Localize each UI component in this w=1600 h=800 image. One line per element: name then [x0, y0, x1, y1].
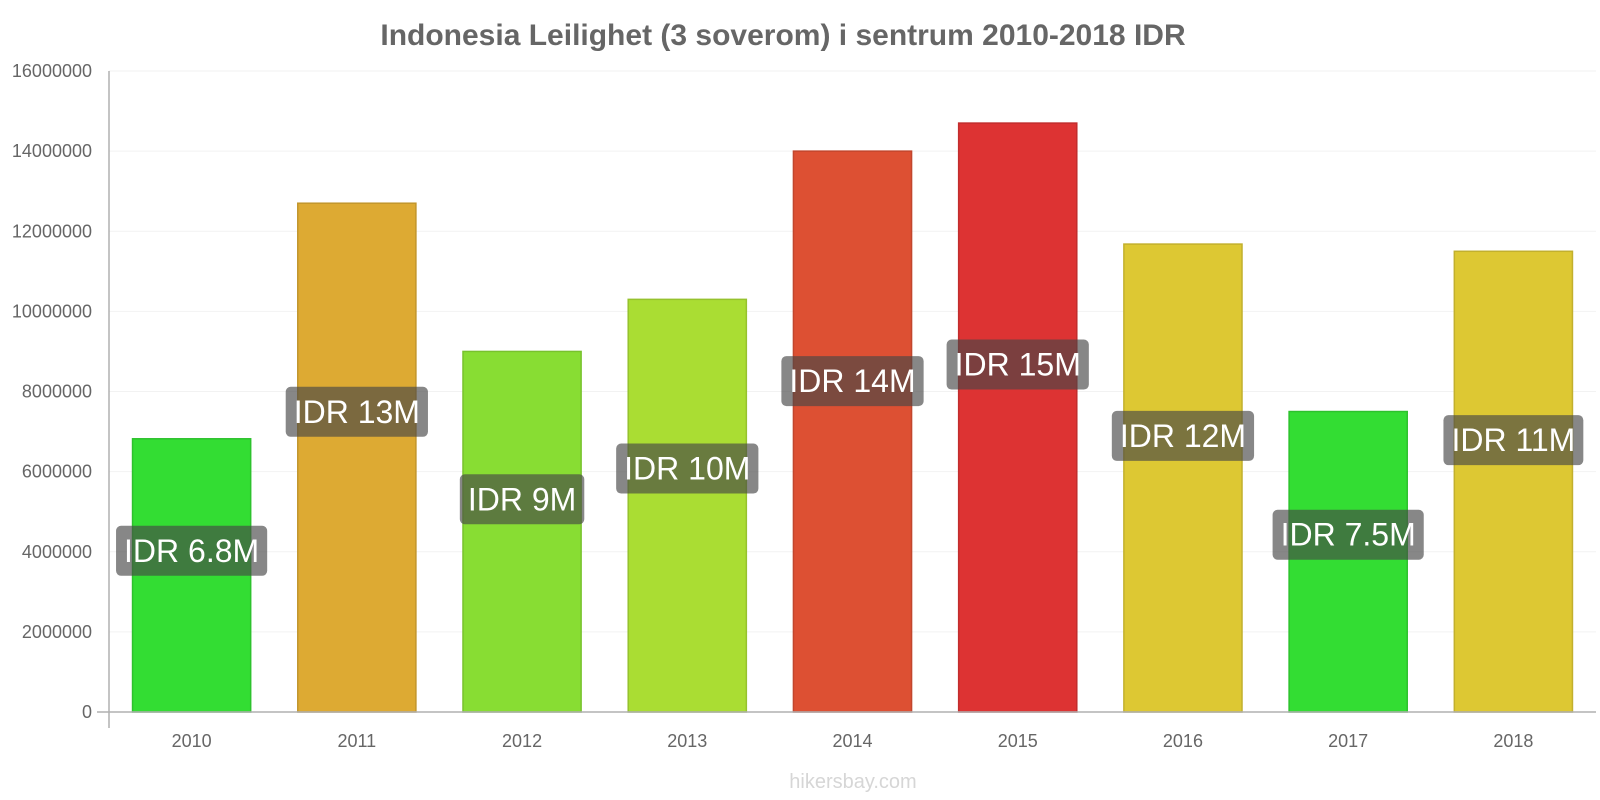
data-label-box: [946, 339, 1089, 390]
data-label-text: IDR 10M: [624, 451, 750, 487]
y-tick-label: 10000000: [12, 301, 92, 321]
data-labels: IDR 6.8M IDR 13M IDR 9M IDR 10M IDR 14M IDR 1…: [116, 339, 1584, 576]
data-label-box: [616, 443, 759, 494]
data-label-text: IDR 6.8M: [124, 533, 259, 569]
data-label-2017: IDR 7.5M: [1272, 509, 1424, 560]
watermark: hikersbay.com: [789, 771, 916, 793]
bar-2018: [1453, 250, 1574, 713]
y-tick-label: 12000000: [12, 221, 92, 241]
data-label-2015: IDR 15M: [946, 339, 1089, 390]
y-tick-label: 14000000: [12, 141, 92, 161]
x-tick-label: 2016: [1163, 731, 1203, 751]
data-label-box: [1272, 509, 1424, 560]
x-tick-label: 2012: [502, 731, 542, 751]
x-axis-ticks: 2010 2011 2012 2013 2014 2015 2016 2017 2018: [172, 731, 1534, 751]
data-label-text: IDR 7.5M: [1281, 517, 1416, 553]
data-label-text: IDR 11M: [1451, 422, 1575, 458]
data-label-2014: IDR 14M: [781, 356, 924, 407]
data-label-box: [781, 356, 924, 407]
x-tick-label: 2014: [832, 731, 872, 751]
data-label-text: IDR 12M: [1120, 418, 1246, 454]
data-label-text: IDR 13M: [294, 394, 420, 430]
y-tick-label: 0: [82, 702, 92, 722]
data-label-2013: IDR 10M: [616, 443, 759, 494]
y-tick-label: 16000000: [12, 61, 92, 81]
bar-2017: [1288, 410, 1408, 713]
data-label-box: [1111, 410, 1255, 461]
bar-2012: [462, 350, 582, 713]
bar-2011: [297, 202, 417, 713]
bar-2016: [1123, 243, 1243, 713]
x-tick-label: 2017: [1328, 731, 1368, 751]
y-tick-label: 2000000: [22, 622, 92, 642]
x-tick-label: 2018: [1493, 731, 1533, 751]
y-tick-label: 6000000: [22, 462, 92, 482]
bar-2015: [957, 122, 1078, 713]
bar-2014: [792, 150, 913, 713]
data-label-2018: IDR 11M: [1443, 415, 1584, 466]
data-label-box: [1443, 415, 1584, 466]
bar-2013: [627, 298, 748, 713]
x-tick-label: 2015: [998, 731, 1038, 751]
data-label-text: IDR 14M: [789, 363, 915, 399]
bars: [131, 122, 1574, 713]
data-label-2011: IDR 13M: [285, 386, 428, 437]
x-tick-label: 2010: [172, 731, 212, 751]
y-tick-label: 4000000: [22, 542, 92, 562]
data-label-box: [285, 386, 428, 437]
y-tick-label: 8000000: [22, 382, 92, 402]
chart-title: Indonesia Leilighet (3 soverom) i sentru…: [380, 19, 1186, 52]
data-label-2012: IDR 9M: [459, 474, 585, 525]
data-label-text: IDR 9M: [468, 481, 576, 517]
data-label-text: IDR 15M: [955, 347, 1081, 383]
x-tick-label: 2011: [337, 731, 376, 751]
data-label-2016: IDR 12M: [1111, 410, 1255, 461]
data-label-box: [116, 525, 268, 576]
x-tick-label: 2013: [667, 731, 707, 751]
data-label-box: [459, 474, 585, 525]
axes: [97, 71, 1596, 728]
data-label-2010: IDR 6.8M: [116, 525, 268, 576]
y-axis-ticks: 0 2000000 4000000 6000000 8000000 10000000 120…: [12, 61, 92, 722]
